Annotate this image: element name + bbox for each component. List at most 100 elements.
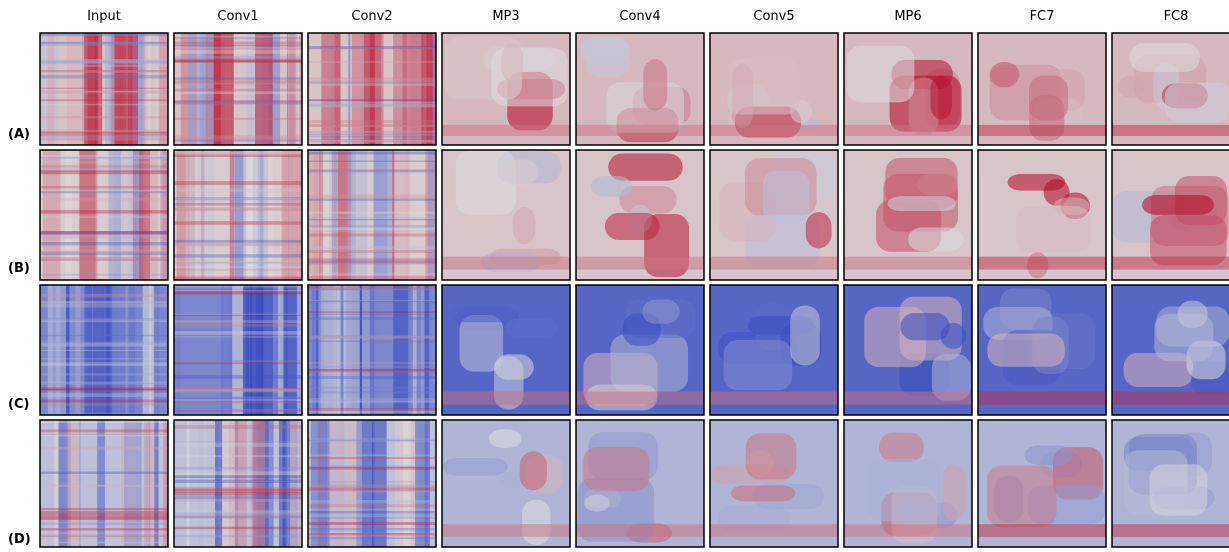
stripe (198, 150, 215, 280)
stripe (40, 116, 168, 118)
stripe (174, 189, 302, 192)
heatmap (308, 33, 436, 145)
stripe (174, 489, 302, 493)
stripe (308, 504, 436, 507)
stripe (40, 342, 168, 345)
stripe (308, 376, 436, 379)
stripe (156, 33, 159, 145)
band (442, 257, 570, 270)
stripe (174, 512, 302, 515)
stripe (40, 91, 168, 94)
heatmap (442, 150, 570, 280)
blob (584, 495, 610, 512)
stripe (40, 471, 168, 473)
stripe (40, 350, 168, 351)
stripe (201, 150, 204, 280)
stripe (308, 102, 436, 104)
stripe (308, 151, 436, 152)
stripe (40, 155, 168, 159)
heatmap (1112, 285, 1229, 415)
stripe (174, 45, 302, 46)
stripe (308, 500, 436, 503)
row-label: (C) (8, 397, 29, 412)
stripe (288, 150, 302, 280)
stripe (308, 231, 436, 232)
band (576, 125, 704, 136)
stripe (40, 231, 168, 234)
stripe (308, 124, 436, 127)
stripe (40, 294, 168, 298)
stripe (402, 33, 421, 145)
column-label: MP3 (492, 9, 519, 24)
blob (505, 319, 558, 338)
stripe (308, 273, 436, 276)
stripe (308, 161, 436, 162)
stripe (40, 250, 168, 253)
column-label: FC7 (1030, 9, 1055, 24)
band (576, 257, 704, 270)
heatmap (978, 285, 1106, 415)
stripe (174, 208, 302, 211)
heatmap (174, 150, 302, 280)
stripe (174, 89, 302, 92)
blob (498, 160, 538, 185)
heatmap (576, 285, 704, 415)
heatmap (174, 33, 302, 145)
heatmap (1112, 420, 1229, 547)
stripe (362, 285, 370, 415)
stripe (40, 170, 168, 174)
band (442, 125, 570, 136)
stripe (143, 33, 147, 145)
stripe (308, 104, 436, 107)
stripe (282, 150, 289, 280)
blob (990, 62, 1020, 87)
blob (806, 212, 832, 248)
stripe (308, 509, 436, 511)
stripe (40, 373, 168, 376)
stripe (308, 227, 436, 230)
stripe (348, 33, 350, 145)
stripe (308, 484, 436, 488)
heatmap (844, 420, 972, 547)
stripe (174, 313, 302, 314)
row-label: (A) (8, 127, 30, 142)
blob (1177, 301, 1207, 328)
heatmap (1112, 150, 1229, 280)
stripe (40, 429, 168, 432)
stripe (174, 277, 302, 280)
stripe (48, 33, 55, 145)
stripe (263, 150, 273, 280)
stripe (256, 285, 273, 415)
band (1112, 524, 1229, 537)
stripe (40, 382, 168, 385)
stripe (308, 136, 436, 137)
band (978, 257, 1106, 270)
stripe (174, 77, 302, 79)
stripe (174, 362, 302, 364)
stripe (40, 403, 168, 405)
stripe (308, 341, 436, 343)
stripe (40, 75, 168, 79)
heatmap (442, 420, 570, 547)
stripe (40, 60, 168, 64)
blob (1165, 83, 1229, 123)
stripe (174, 471, 302, 473)
stripe (343, 285, 359, 415)
stripe (40, 70, 168, 72)
row-label: (B) (8, 261, 30, 276)
blob (501, 43, 523, 81)
stripe (174, 360, 302, 362)
stripe (308, 317, 436, 320)
heatmap (978, 420, 1106, 547)
stripe (308, 517, 436, 518)
heatmap (308, 285, 436, 415)
stripe (40, 529, 168, 531)
stripe (174, 487, 302, 489)
stripe (421, 285, 423, 415)
stripe (308, 387, 436, 389)
band (1112, 257, 1229, 270)
stripe (230, 150, 234, 280)
stripe (174, 80, 302, 83)
stripe (308, 152, 436, 155)
band (710, 257, 838, 270)
